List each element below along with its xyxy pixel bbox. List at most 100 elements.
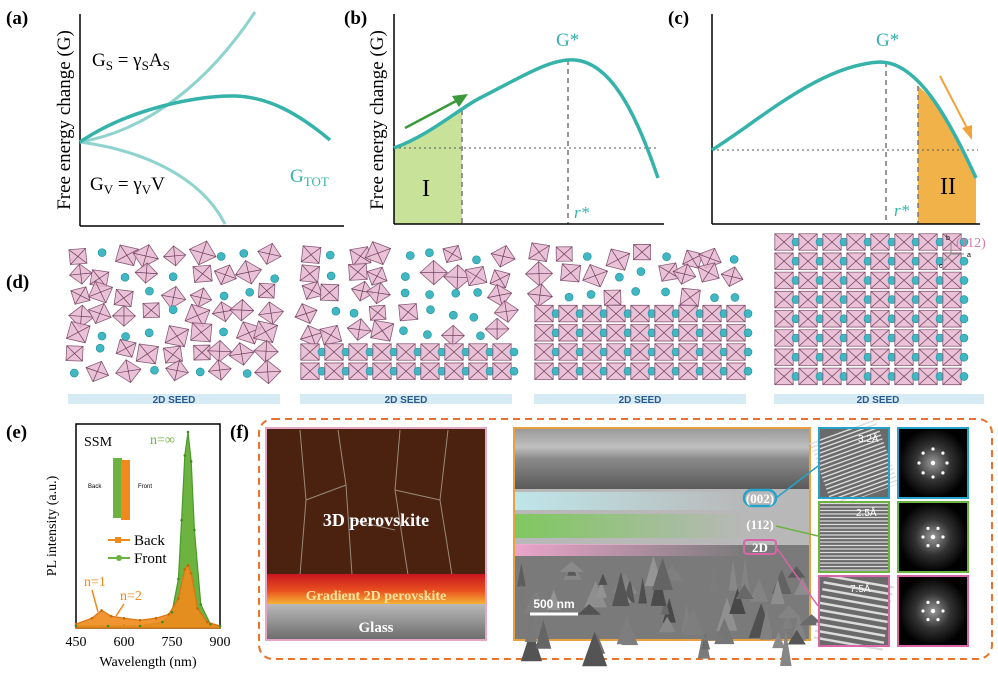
octahedron-axis: [446, 245, 459, 263]
cation: [219, 327, 228, 337]
octahedron-axis: [582, 343, 602, 361]
legend-front-label: Front: [134, 551, 167, 567]
octahedron-axis: [492, 362, 512, 380]
octahedron-axis: [798, 252, 818, 270]
octahedron-axis: [870, 252, 890, 270]
octahedron-axis: [798, 367, 818, 385]
fringe: [809, 472, 899, 508]
octahedron-axis: [633, 244, 651, 260]
cation: [331, 306, 341, 316]
x-tick-600: 600: [114, 635, 135, 650]
cation: [168, 305, 178, 314]
x-tick-900: 900: [210, 635, 231, 650]
cation: [144, 328, 154, 338]
octahedron-axis: [870, 310, 890, 328]
cation: [423, 330, 432, 339]
octahedron-axis: [372, 362, 392, 380]
fft-spot: [921, 609, 925, 613]
inset-front-layer: [113, 458, 122, 518]
sem-grain: [759, 608, 774, 640]
octahedron-axis: [198, 240, 208, 266]
octahedron-axis: [846, 310, 866, 328]
gs-curve: [79, 11, 257, 144]
fft-spot: [926, 544, 930, 548]
seed-bar-2: [300, 394, 512, 404]
sem-grain: [582, 631, 608, 667]
octahedron-axis: [468, 343, 488, 361]
gv-equation: GV = γVV: [90, 174, 165, 197]
cation: [97, 331, 107, 341]
seed-label-1: 2D SEED: [153, 395, 196, 406]
octahedron-axis: [774, 310, 794, 328]
pl-points: [74, 430, 222, 628]
axis-b-label: b: [946, 235, 950, 242]
fft-spot: [921, 535, 925, 539]
octahedron-axis: [918, 291, 938, 309]
cation: [216, 252, 226, 261]
octahedron-axis: [399, 303, 417, 322]
octahedron-axis: [678, 305, 698, 323]
axis-c-label: c: [939, 263, 943, 270]
fringe: [809, 418, 897, 432]
pl-point-back: [74, 622, 78, 626]
octahedron-axis: [359, 281, 366, 302]
octahedron-axis: [661, 262, 677, 282]
gradient-layer: [267, 574, 485, 604]
octahedron-axis: [870, 367, 890, 385]
panel-c: (c) G* II r*: [668, 8, 980, 225]
n1-arrow: [91, 589, 99, 613]
region-i-fill: [394, 110, 462, 224]
sem-grain: [777, 605, 801, 619]
octahedron-axis: [798, 291, 818, 309]
cation: [472, 255, 481, 265]
octahedron-axis: [726, 324, 746, 342]
hrtem-bg: [819, 502, 889, 572]
miller-index: (112): [956, 236, 986, 251]
octahedron-axis: [301, 247, 322, 263]
octahedron-axis: [320, 284, 340, 301]
cation: [425, 248, 434, 257]
octahedron-axis: [942, 329, 962, 347]
octahedron-axis: [396, 362, 416, 380]
panel-a: (a) Free energy change (G) GS = γSAS GV …: [6, 8, 344, 227]
sem-grains: [516, 555, 824, 667]
panel-a-label: (a): [6, 8, 28, 29]
panel-e: (e) PL intensity (a.u.) SSM n=∞ Back Fro…: [6, 422, 231, 670]
octahedron-axis: [534, 343, 554, 361]
octahedron-axis: [538, 283, 542, 307]
octahedron-axis: [220, 264, 230, 285]
fft-spot: [936, 600, 940, 604]
octahedron-axis: [822, 271, 842, 289]
pl-point-front: [177, 577, 180, 581]
octahedron-axis: [534, 305, 554, 323]
octahedron-axis: [194, 264, 211, 283]
pl-point-front: [193, 528, 196, 532]
octahedron-axis: [193, 344, 211, 361]
sem-grain: [780, 630, 792, 666]
octahedron-axis: [918, 367, 938, 385]
pl-point-front: [74, 624, 78, 628]
octahedron-axis: [164, 328, 189, 344]
octahedron-axis: [420, 343, 440, 361]
octahedron-axis: [798, 310, 818, 328]
pl-front-fill: [75, 431, 221, 629]
fft-spot: [921, 451, 925, 455]
octahedron-axis: [678, 324, 698, 342]
octahedron-axis: [606, 324, 626, 342]
sem-grain: [729, 588, 746, 615]
octahedron-axis: [528, 245, 550, 260]
octahedron-axis: [846, 348, 866, 366]
n1-label: n=1: [84, 575, 106, 590]
octahedron-axis: [654, 343, 674, 361]
fft-spot: [936, 544, 940, 548]
axis-a-label: a: [967, 252, 971, 259]
octahedron-axis: [95, 303, 105, 324]
pl-point-front: [161, 620, 164, 624]
octahedron-axis: [702, 362, 722, 380]
panel-c-curve: [711, 60, 978, 179]
sem-grain: [652, 557, 673, 590]
cation: [743, 328, 753, 338]
octahedron-axis: [294, 309, 318, 318]
octahedron-axis: [456, 264, 459, 290]
cation: [121, 332, 130, 341]
